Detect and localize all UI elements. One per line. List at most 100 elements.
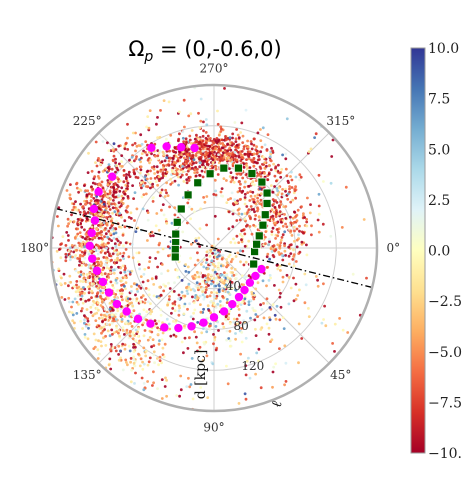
scatter-point: [275, 187, 279, 190]
scatter-point: [120, 154, 124, 158]
scatter-point: [113, 346, 117, 349]
scatter-point: [242, 319, 246, 322]
scatter-point: [204, 291, 207, 294]
scatter-point: [153, 319, 157, 323]
scatter-point: [161, 171, 165, 175]
scatter-point: [275, 228, 279, 231]
scatter-point: [199, 303, 202, 306]
scatter-point: [85, 235, 89, 239]
scatter-point: [86, 189, 90, 193]
scatter-point: [225, 138, 228, 142]
magenta-circle-marker: [146, 319, 155, 328]
scatter-point: [308, 211, 312, 215]
scatter-point: [91, 303, 95, 307]
scatter-point: [250, 142, 253, 146]
scatter-point: [254, 214, 257, 217]
scatter-point: [284, 152, 288, 156]
scatter-point: [177, 175, 180, 179]
scatter-point: [281, 275, 285, 279]
scatter-point: [288, 224, 292, 227]
scatter-point: [226, 198, 230, 202]
scatter-point: [161, 346, 165, 350]
scatter-point: [146, 115, 150, 118]
scatter-point: [338, 317, 341, 320]
scatter-point: [305, 220, 309, 224]
scatter-point: [216, 122, 220, 126]
scatter-point: [155, 212, 159, 215]
scatter-point: [232, 142, 236, 146]
scatter-point: [205, 295, 209, 299]
scatter-point: [259, 167, 263, 170]
scatter-point: [194, 237, 198, 241]
scatter-point: [123, 347, 127, 351]
scatter-point: [148, 256, 152, 259]
scatter-point: [205, 258, 209, 262]
colorbar-tick-label: 2.5: [428, 193, 450, 209]
scatter-point: [87, 323, 91, 327]
scatter-point: [284, 217, 288, 220]
scatter-point: [129, 357, 133, 360]
scatter-point: [79, 279, 82, 283]
scatter-point: [99, 204, 102, 208]
scatter-point: [256, 193, 260, 197]
scatter-point: [298, 288, 301, 292]
scatter-point: [115, 281, 119, 285]
scatter-point: [244, 275, 248, 278]
scatter-point: [73, 321, 76, 325]
scatter-point: [67, 284, 70, 288]
scatter-point: [117, 185, 120, 189]
scatter-point: [161, 176, 165, 180]
scatter-point: [243, 392, 247, 396]
scatter-point: [98, 159, 102, 163]
scatter-point: [85, 273, 89, 276]
scatter-point: [199, 119, 203, 123]
scatter-point: [284, 189, 287, 193]
scatter-point: [133, 172, 137, 176]
scatter-point: [182, 98, 186, 102]
scatter-point: [239, 260, 242, 264]
scatter-point: [121, 202, 125, 205]
scatter-point: [155, 122, 158, 126]
scatter-point: [107, 201, 111, 205]
scatter-point: [74, 269, 78, 273]
scatter-point: [199, 350, 203, 354]
scatter-point: [105, 216, 108, 219]
scatter-point: [272, 255, 276, 259]
scatter-point: [245, 158, 248, 162]
scatter-point: [298, 178, 301, 182]
scatter-point: [167, 100, 171, 104]
scatter-point: [108, 301, 112, 305]
scatter-point: [245, 309, 249, 313]
scatter-point: [228, 344, 232, 348]
scatter-point: [204, 118, 208, 121]
scatter-point: [171, 302, 175, 305]
scatter-point: [115, 324, 118, 328]
radial-tick-label: 120: [241, 359, 264, 373]
scatter-point: [333, 322, 337, 326]
scatter-point: [141, 280, 145, 284]
scatter-point: [134, 157, 138, 161]
scatter-point: [227, 210, 231, 214]
polar-frame: [49, 83, 379, 413]
scatter-point: [252, 143, 256, 147]
scatter-point: [125, 331, 129, 335]
scatter-point: [217, 329, 220, 332]
scatter-point: [228, 309, 231, 313]
scatter-point: [216, 267, 220, 271]
scatter-point: [235, 234, 239, 238]
scatter-point: [124, 241, 128, 245]
magenta-circle-marker: [187, 322, 196, 331]
scatter-point: [235, 128, 239, 131]
scatter-point: [198, 165, 202, 169]
radial-tick-label: 80: [234, 319, 249, 333]
scatter-point: [277, 163, 280, 167]
scatter-point: [322, 180, 325, 183]
scatter-point: [238, 218, 242, 222]
scatter-point: [281, 224, 285, 228]
scatter-point: [154, 257, 158, 260]
scatter-point: [229, 280, 232, 284]
scatter-point: [225, 261, 229, 265]
scatter-point: [212, 141, 216, 145]
scatter-point: [117, 344, 121, 348]
scatter-point: [175, 268, 179, 272]
